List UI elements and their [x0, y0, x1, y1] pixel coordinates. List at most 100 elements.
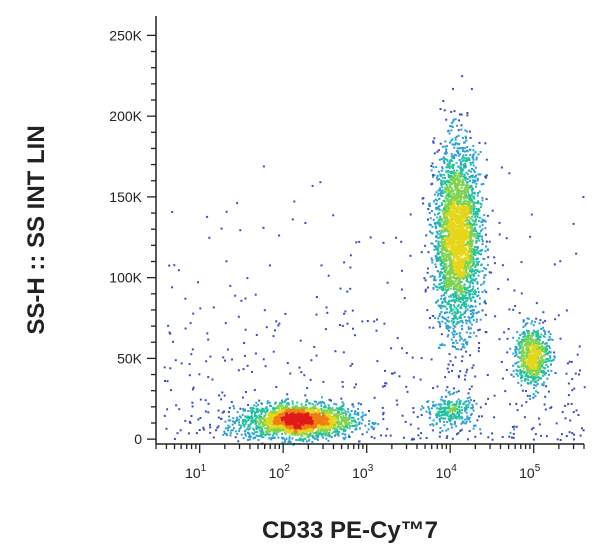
event-dot: [257, 403, 260, 406]
event-dot: [252, 427, 255, 430]
event-dot: [473, 289, 476, 292]
event-dot: [460, 215, 463, 218]
event-dot: [479, 206, 482, 208]
event-dot: [329, 415, 332, 418]
event-dot: [474, 228, 476, 231]
event-dot: [470, 280, 473, 283]
event-dot: [317, 434, 319, 437]
event-dot: [248, 434, 251, 437]
event-dot: [444, 207, 447, 210]
event-dot: [475, 335, 478, 338]
event-dot: [452, 226, 454, 229]
event-dot: [275, 411, 278, 414]
event-dot: [328, 411, 331, 414]
event-dot: [446, 278, 449, 281]
event-dot: [471, 218, 474, 221]
event-dot: [468, 200, 471, 203]
event-dot: [295, 428, 298, 431]
event-dot: [469, 179, 471, 182]
event-dot: [449, 176, 452, 179]
event-dot: [468, 198, 471, 200]
event-dot: [460, 348, 463, 351]
event-dot: [457, 304, 460, 307]
event-dot: [304, 409, 307, 412]
event-dot: [373, 423, 375, 426]
event-dot: [318, 433, 321, 436]
event-dot: [343, 426, 346, 429]
event-dot: [280, 415, 283, 418]
event-dot: [485, 291, 488, 294]
event-dot: [442, 294, 445, 296]
event-dot: [461, 272, 464, 275]
event-dot: [287, 409, 290, 412]
event-dot: [464, 229, 467, 232]
event-dot: [445, 266, 448, 269]
event-dot: [317, 426, 320, 429]
event-dot: [439, 251, 442, 253]
event-dot: [439, 304, 441, 307]
event-dot: [467, 226, 470, 229]
event-dot: [467, 326, 470, 329]
event-dot: [319, 417, 322, 420]
event-dot: [461, 291, 464, 294]
event-dot: [452, 171, 455, 174]
event-dot: [458, 288, 460, 291]
event-dot: [469, 136, 472, 139]
event-dot: [276, 411, 279, 414]
event-dot: [464, 274, 467, 277]
event-dot: [251, 432, 254, 435]
event-dot: [453, 156, 456, 158]
event-dot: [297, 417, 300, 420]
event-dot: [462, 343, 465, 346]
event-dot: [468, 319, 471, 322]
event-dot: [460, 157, 463, 160]
event-dot: [258, 429, 261, 432]
event-dot: [454, 315, 456, 318]
event-dot: [430, 257, 433, 260]
event-dot: [472, 144, 475, 147]
event-dot: [303, 418, 306, 421]
event-dot: [339, 415, 342, 418]
event-dot: [443, 246, 446, 249]
event-dot: [449, 241, 452, 244]
event-dot: [446, 158, 449, 161]
event-dot: [285, 398, 288, 401]
event-dot: [271, 424, 274, 427]
event-dot: [427, 208, 430, 210]
event-dot: [440, 181, 443, 184]
event-dot: [449, 186, 452, 189]
event-dot: [237, 440, 240, 443]
event-dot: [480, 203, 483, 206]
event-dot: [484, 233, 487, 236]
event-dot: [465, 322, 468, 325]
event-dot: [435, 266, 438, 268]
event-dot: [449, 326, 452, 329]
event-dot: [474, 210, 477, 213]
event-dot: [469, 161, 472, 164]
event-dot: [436, 178, 439, 181]
event-dot: [454, 316, 457, 319]
event-dot: [274, 425, 277, 427]
event-dot: [352, 416, 355, 419]
event-dot: [470, 186, 473, 189]
event-dot: [457, 245, 460, 248]
event-dot: [261, 416, 264, 419]
event-dot: [451, 240, 454, 243]
event-dot: [456, 236, 459, 239]
event-dot: [347, 417, 349, 420]
event-dot: [480, 283, 483, 286]
event-dot: [274, 431, 277, 434]
event-dot: [468, 148, 471, 151]
event-dot: [452, 308, 455, 311]
event-dot: [323, 430, 326, 433]
event-dot: [273, 418, 275, 421]
event-dot: [458, 252, 461, 255]
event-dot: [448, 228, 451, 231]
event-dot: [264, 427, 266, 430]
event-dot: [454, 143, 457, 146]
event-dot: [441, 246, 444, 248]
event-dot: [436, 199, 439, 202]
event-dot: [307, 413, 310, 416]
event-dot: [460, 203, 463, 206]
event-dot: [474, 271, 477, 274]
